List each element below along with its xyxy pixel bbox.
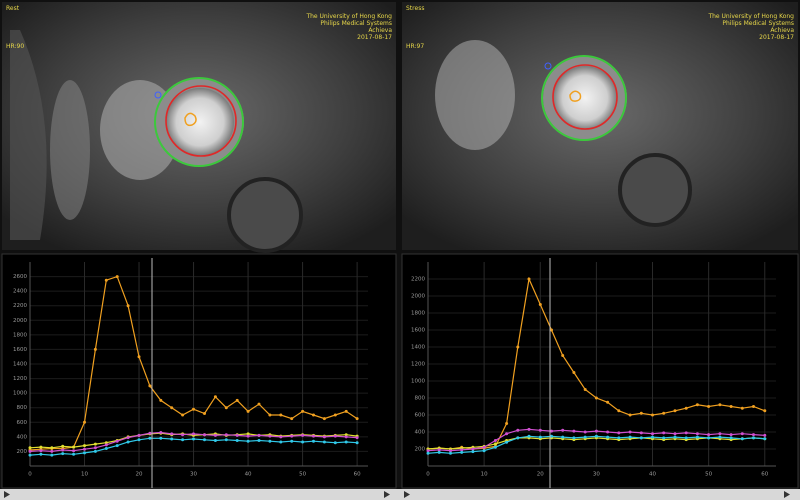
anatomy: [10, 30, 47, 240]
x-tick-label: 20: [136, 472, 143, 478]
institution: The University of Hong Kong: [707, 13, 794, 20]
x-tick-label: 10: [81, 472, 88, 478]
blood-pool-roi: [184, 112, 197, 127]
heart-rate: HR:90: [6, 43, 24, 50]
timeline-bar: [0, 489, 800, 500]
anchor-point: [154, 91, 162, 99]
x-tick-label: 20: [537, 472, 544, 478]
x-tick-label: 40: [245, 472, 252, 478]
header: Stress: [406, 5, 424, 12]
y-tick-label: 1200: [411, 362, 425, 368]
y-tick-label: 600: [415, 413, 426, 419]
epicardium-contour: [541, 55, 627, 141]
y-tick-label: 1400: [13, 362, 27, 368]
anatomy: [227, 177, 303, 253]
image-panel: Stress HR:97 The University of Hong Kong…: [402, 2, 798, 250]
y-tick-label: 400: [415, 430, 426, 436]
x-tick-label: 60: [761, 472, 768, 478]
x-tick-label: 40: [649, 472, 656, 478]
charts: 2004006008001000120014001600180020002200…: [13, 262, 776, 478]
model: Achieva: [770, 27, 794, 34]
x-tick-label: 0: [426, 472, 430, 478]
vendor: Philips Medical Systems: [320, 20, 392, 27]
y-tick-label: 2400: [13, 289, 27, 295]
x-tick-label: 0: [28, 472, 32, 478]
y-tick-label: 200: [17, 449, 28, 455]
blood-pool-roi: [569, 90, 582, 102]
date: 2017-08-17: [357, 34, 392, 41]
y-tick-label: 1600: [13, 347, 27, 353]
endocardium-contour: [552, 64, 618, 130]
anatomy: [435, 40, 515, 150]
chart-panel: [1, 253, 397, 489]
y-tick-label: 2000: [13, 318, 27, 324]
date: 2017-08-17: [759, 34, 794, 41]
endocardium-contour: [165, 85, 237, 157]
y-tick-label: 800: [415, 396, 426, 402]
y-tick-label: 2600: [13, 274, 27, 280]
series-line: [426, 434, 767, 455]
anatomy: [618, 153, 692, 227]
vendor: Philips Medical Systems: [722, 20, 794, 27]
y-tick-label: 1000: [411, 379, 425, 385]
ventricle: [553, 66, 617, 130]
epicardium-contour: [154, 77, 244, 167]
institution: The University of Hong Kong: [305, 13, 392, 20]
x-tick-label: 50: [299, 472, 306, 478]
y-tick-label: 600: [17, 420, 28, 426]
y-tick-label: 400: [17, 434, 28, 440]
model: Achieva: [368, 27, 392, 34]
series-line: [28, 275, 359, 452]
image-panel: Rest HR:90 The University of Hong Kong P…: [2, 2, 396, 253]
y-tick-label: 2200: [13, 303, 27, 309]
header: Rest: [6, 5, 20, 12]
y-tick-label: 1400: [411, 345, 425, 351]
y-tick-label: 1800: [13, 332, 27, 338]
y-tick-label: 1200: [13, 376, 27, 382]
y-tick-label: 1600: [411, 328, 425, 334]
x-tick-label: 30: [190, 472, 197, 478]
anchor-point: [544, 62, 552, 70]
y-tick-label: 200: [415, 447, 426, 453]
y-tick-label: 1800: [411, 311, 425, 317]
heart-rate: HR:97: [406, 43, 424, 50]
y-tick-label: 1000: [13, 391, 27, 397]
series-line: [28, 436, 359, 457]
y-tick-label: 800: [17, 405, 28, 411]
x-tick-label: 10: [481, 472, 488, 478]
x-tick-label: 60: [354, 472, 361, 478]
ventricle: [166, 88, 234, 156]
x-tick-label: 30: [593, 472, 600, 478]
anatomy: [50, 80, 90, 220]
x-tick-label: 50: [705, 472, 712, 478]
y-tick-label: 2200: [411, 277, 425, 283]
y-tick-label: 2000: [411, 294, 425, 300]
